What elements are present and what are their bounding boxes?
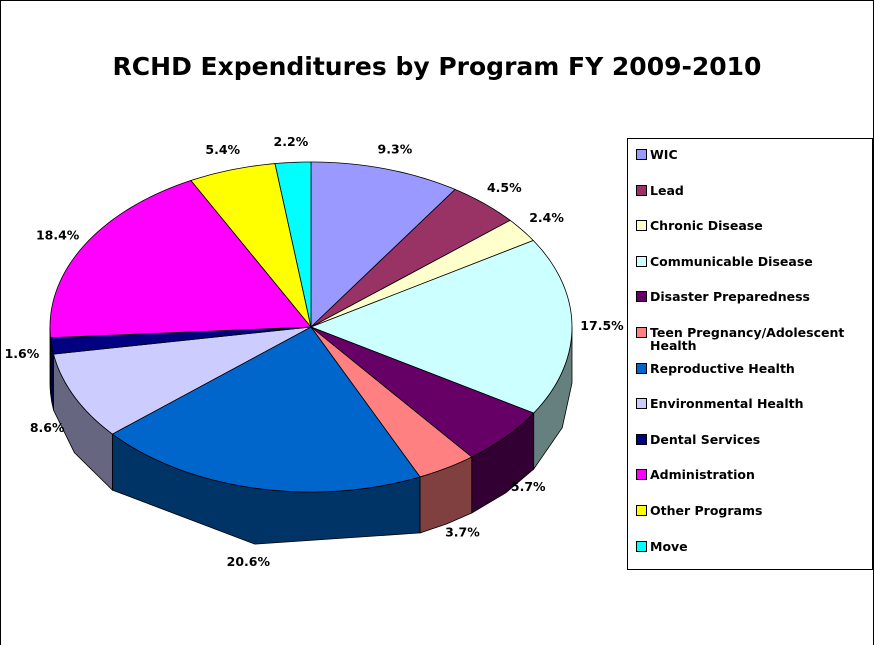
legend-label: Reproductive Health <box>650 360 795 376</box>
legend: WIC Lead Chronic Disease Communicable Disea… <box>627 138 873 570</box>
legend-label: Other Programs <box>650 503 763 518</box>
data-label: 4.5% <box>487 180 522 195</box>
pie-slice <box>49 180 312 339</box>
legend-label: Disaster Preparedness <box>650 289 810 305</box>
pie-slice <box>310 161 456 328</box>
pie-slice <box>310 326 473 478</box>
pie-slice <box>309 240 573 414</box>
data-label: 17.5% <box>580 318 624 333</box>
legend-swatch <box>636 362 647 374</box>
pie-slice <box>111 326 421 493</box>
pie-slice <box>190 163 312 328</box>
pie-slice <box>274 161 312 328</box>
data-label: 2.4% <box>529 210 564 225</box>
pie-slice <box>310 326 535 458</box>
pie-slice <box>50 326 312 355</box>
legend-label: Chronic Disease <box>650 218 763 234</box>
legend-swatch <box>636 540 647 552</box>
legend-label: WIC <box>650 147 678 162</box>
legend-swatch <box>636 398 647 410</box>
legend-swatch <box>636 220 647 232</box>
pie-slice <box>310 188 511 328</box>
legend-label: Dental Services <box>650 431 761 447</box>
legend-swatch <box>636 327 647 338</box>
chart-title: RCHD Expenditures by Program FY 2009-201… <box>113 52 762 81</box>
legend-label: Environmental Health <box>650 396 804 412</box>
legend-swatch <box>636 505 647 516</box>
legend-label: Move <box>650 538 688 554</box>
legend-swatch <box>636 149 647 160</box>
data-label: 2.2% <box>274 134 309 149</box>
data-label: 5.7% <box>511 479 546 494</box>
data-label: 8.6% <box>30 420 65 435</box>
legend-swatch <box>636 291 647 303</box>
legend-swatch <box>636 433 647 445</box>
legend-label: Communicable Disease <box>650 253 813 269</box>
legend-swatch <box>636 255 647 267</box>
legend-label: Teen Pregnancy/Adolescent Health <box>650 325 845 353</box>
data-label: 3.7% <box>445 524 480 539</box>
data-label: 1.6% <box>5 346 40 361</box>
legend-swatch <box>636 184 647 196</box>
pie-slice <box>310 219 534 328</box>
data-label: 20.6% <box>227 554 271 569</box>
data-label: 5.4% <box>205 142 240 157</box>
pie-slice <box>53 326 312 435</box>
legend-label: Lead <box>650 182 684 198</box>
legend-swatch <box>636 469 647 481</box>
data-label: 9.3% <box>378 141 413 156</box>
data-label: 18.4% <box>36 228 80 243</box>
legend-label: Administration <box>650 467 755 483</box>
